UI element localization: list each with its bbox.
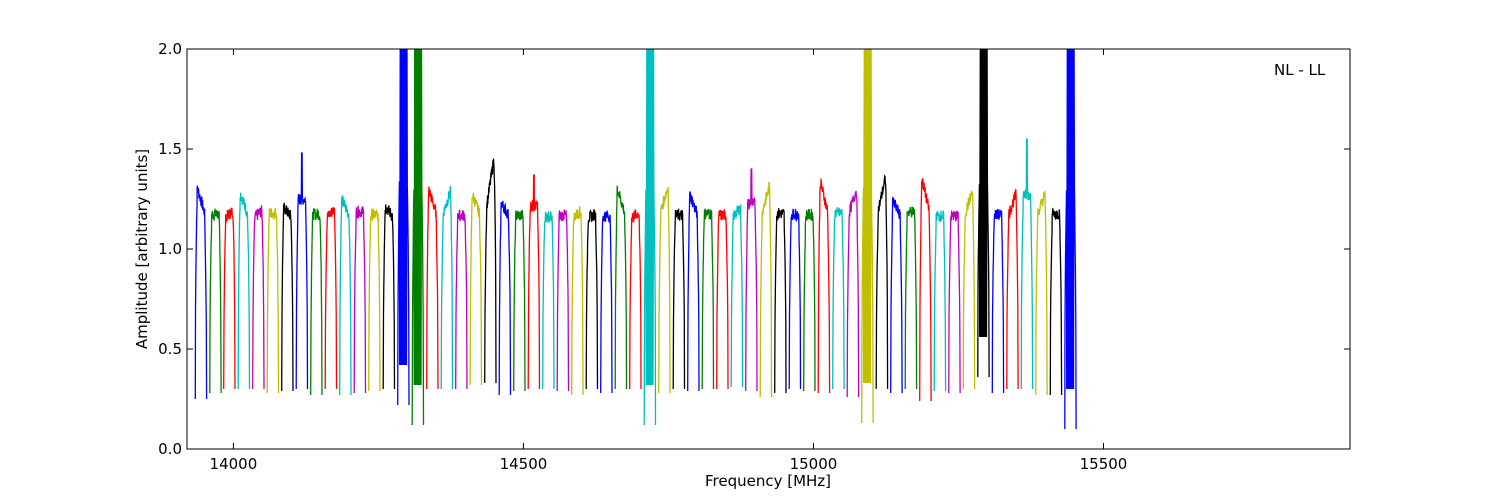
series-line-14 — [382, 204, 396, 390]
series-line-5 — [252, 205, 265, 390]
series-line-28 — [585, 208, 599, 390]
y-tick-label: 0.0 — [158, 440, 182, 458]
series-line-47 — [861, 49, 874, 424]
series-line-12 — [353, 205, 367, 394]
series-line-58 — [1020, 138, 1034, 390]
series-line-52 — [933, 210, 947, 392]
series-line-21 — [484, 158, 497, 384]
y-tick-label: 1.0 — [158, 240, 182, 258]
series-line-4 — [237, 192, 251, 390]
series-layer — [194, 49, 1077, 430]
series-line-48 — [875, 174, 889, 390]
series-line-54 — [962, 190, 976, 390]
series-line-45 — [832, 207, 845, 390]
x-axis: 14000 14500 15000 15500 — [210, 49, 1128, 473]
x-tick-label: 15500 — [1080, 455, 1128, 473]
series-line-55 — [977, 49, 990, 378]
series-line-60 — [1049, 208, 1063, 396]
series-line-26 — [556, 209, 570, 392]
x-tick-label: 14500 — [500, 455, 548, 473]
y-tick-label: 1.5 — [158, 140, 182, 158]
y-tick-label: 0.5 — [158, 340, 182, 358]
series-line-57 — [1006, 189, 1019, 390]
series-line-3 — [223, 207, 236, 390]
series-line-61 — [1064, 49, 1077, 430]
x-axis-label: Frequency [MHz] — [705, 472, 831, 490]
series-line-53 — [948, 210, 961, 394]
series-line-40 — [759, 181, 773, 398]
series-line-25 — [542, 211, 555, 390]
series-line-42 — [788, 208, 802, 390]
plot-annotation: NL - LL — [1274, 61, 1326, 79]
series-line-38 — [730, 204, 744, 388]
series-line-18 — [440, 185, 454, 390]
series-line-17 — [426, 186, 439, 390]
x-tick-label: 15000 — [790, 455, 838, 473]
x-tick-label: 14000 — [210, 455, 258, 473]
series-line-20 — [469, 192, 483, 386]
series-line-46 — [846, 190, 860, 398]
series-line-24 — [527, 174, 541, 390]
series-line-9 — [310, 208, 323, 396]
series-line-50 — [904, 206, 918, 390]
series-line-23 — [513, 210, 526, 392]
series-line-34 — [672, 207, 686, 390]
y-tick-label: 2.0 — [158, 40, 182, 58]
series-line-13 — [368, 207, 381, 392]
series-line-1 — [194, 185, 208, 400]
series-line-44 — [817, 178, 831, 394]
series-line-35 — [687, 191, 700, 392]
series-line-16 — [411, 49, 425, 426]
series-line-22 — [498, 200, 512, 396]
series-line-2 — [209, 208, 222, 394]
series-line-43 — [803, 208, 816, 392]
series-line-32 — [643, 49, 657, 426]
series-line-30 — [614, 185, 628, 390]
series-line-36 — [701, 208, 715, 390]
series-line-6 — [266, 208, 280, 394]
series-line-11 — [339, 195, 352, 396]
series-line-33 — [658, 186, 671, 394]
y-axis: 0.0 0.5 1.0 1.5 2.0 — [158, 40, 1350, 458]
y-axis-label: Amplitude [arbitrary units] — [133, 149, 151, 349]
series-line-10 — [324, 207, 338, 390]
series-line-37 — [716, 208, 729, 390]
series-line-49 — [890, 196, 903, 394]
series-line-15 — [397, 49, 410, 406]
series-line-19 — [455, 209, 468, 390]
series-line-39 — [745, 168, 758, 392]
series-line-56 — [991, 209, 1005, 394]
series-line-51 — [919, 178, 932, 402]
series-line-41 — [774, 208, 787, 394]
series-line-31 — [629, 209, 642, 390]
series-line-29 — [600, 210, 613, 394]
series-line-27 — [571, 206, 584, 396]
series-line-7 — [281, 202, 294, 392]
series-line-8 — [295, 152, 309, 390]
series-line-59 — [1035, 190, 1048, 396]
